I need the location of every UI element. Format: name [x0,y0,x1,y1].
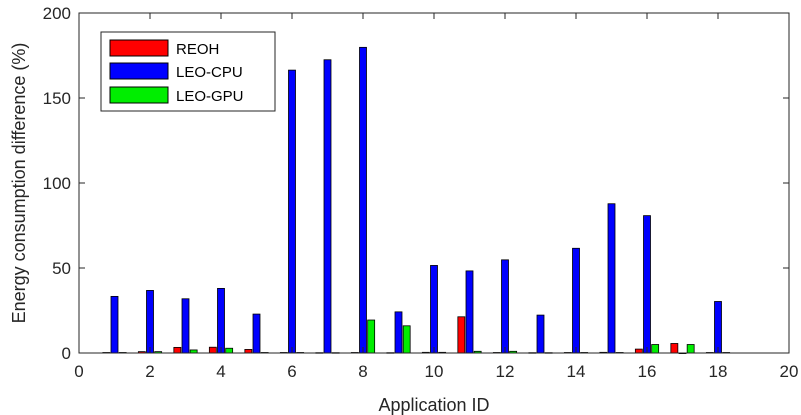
bar-leo-cpu-9 [394,311,403,354]
bar-reoh-5 [244,349,253,354]
x-tick-label-0: 0 [74,362,83,381]
bar-reoh-17 [670,343,679,354]
legend: REOH LEO-CPU LEO-GPU [100,31,276,112]
bar-leo-cpu-11 [465,270,474,354]
bar-reoh-16 [634,348,643,354]
y-tick-label-0: 0 [62,344,71,363]
bar-leo-cpu-3 [181,298,190,354]
bar-leo-cpu-10 [430,265,438,354]
legend-label-reoh: REOH [176,41,219,58]
legend-swatch-reoh [109,39,169,57]
x-axis-title: Application ID [378,395,489,415]
bar-reoh-3 [173,346,182,354]
bar-leo-gpu-17 [686,344,695,354]
x-tick-label-12: 12 [496,362,515,381]
bar-leo-cpu-18 [714,301,722,354]
bar-leo-cpu-2 [146,290,154,354]
bar-leo-cpu-5 [252,313,261,354]
y-tick-label-100: 100 [43,174,71,193]
y-axis-title: Energy consumption difference (%) [9,43,29,324]
bar-leo-cpu-12 [501,259,509,354]
bar-leo-gpu-8 [367,319,376,354]
bar-leo-cpu-1 [110,295,119,354]
x-tick-label-6: 6 [287,362,296,381]
bar-reoh-4 [208,346,217,354]
bar-leo-gpu-9 [402,325,411,354]
x-tick-label-14: 14 [567,362,586,381]
bar-leo-cpu-6 [288,69,296,354]
x-tick-label-20: 20 [780,362,799,381]
y-tick-label-200: 200 [43,4,71,23]
x-tick-label-18: 18 [709,362,728,381]
bar-leo-gpu-4 [225,347,234,354]
legend-swatch-leo-gpu [109,86,169,104]
bar-leo-gpu-16 [651,344,660,354]
x-tick-label-2: 2 [145,362,154,381]
bar-reoh-11 [457,316,466,354]
legend-label-leo-cpu: LEO-CPU [176,64,243,81]
legend-swatch-leo-cpu [109,62,169,80]
bar-leo-cpu-4 [217,287,225,354]
bar-leo-cpu-8 [359,46,367,354]
bar-leo-cpu-13 [536,314,545,354]
y-tick-label-150: 150 [43,89,71,108]
bar-leo-cpu-16 [643,215,651,354]
x-tick-label-16: 16 [638,362,657,381]
x-tick-label-10: 10 [425,362,444,381]
x-tick-label-8: 8 [358,362,367,381]
legend-label-leo-gpu: LEO-GPU [176,88,244,105]
x-tick-label-4: 4 [216,362,225,381]
y-tick-label-50: 50 [52,259,71,278]
bar-leo-cpu-7 [323,59,332,354]
bar-leo-cpu-15 [607,203,616,354]
bars-layer [102,46,731,355]
plot-frame [78,12,790,354]
bar-leo-cpu-14 [572,247,580,354]
